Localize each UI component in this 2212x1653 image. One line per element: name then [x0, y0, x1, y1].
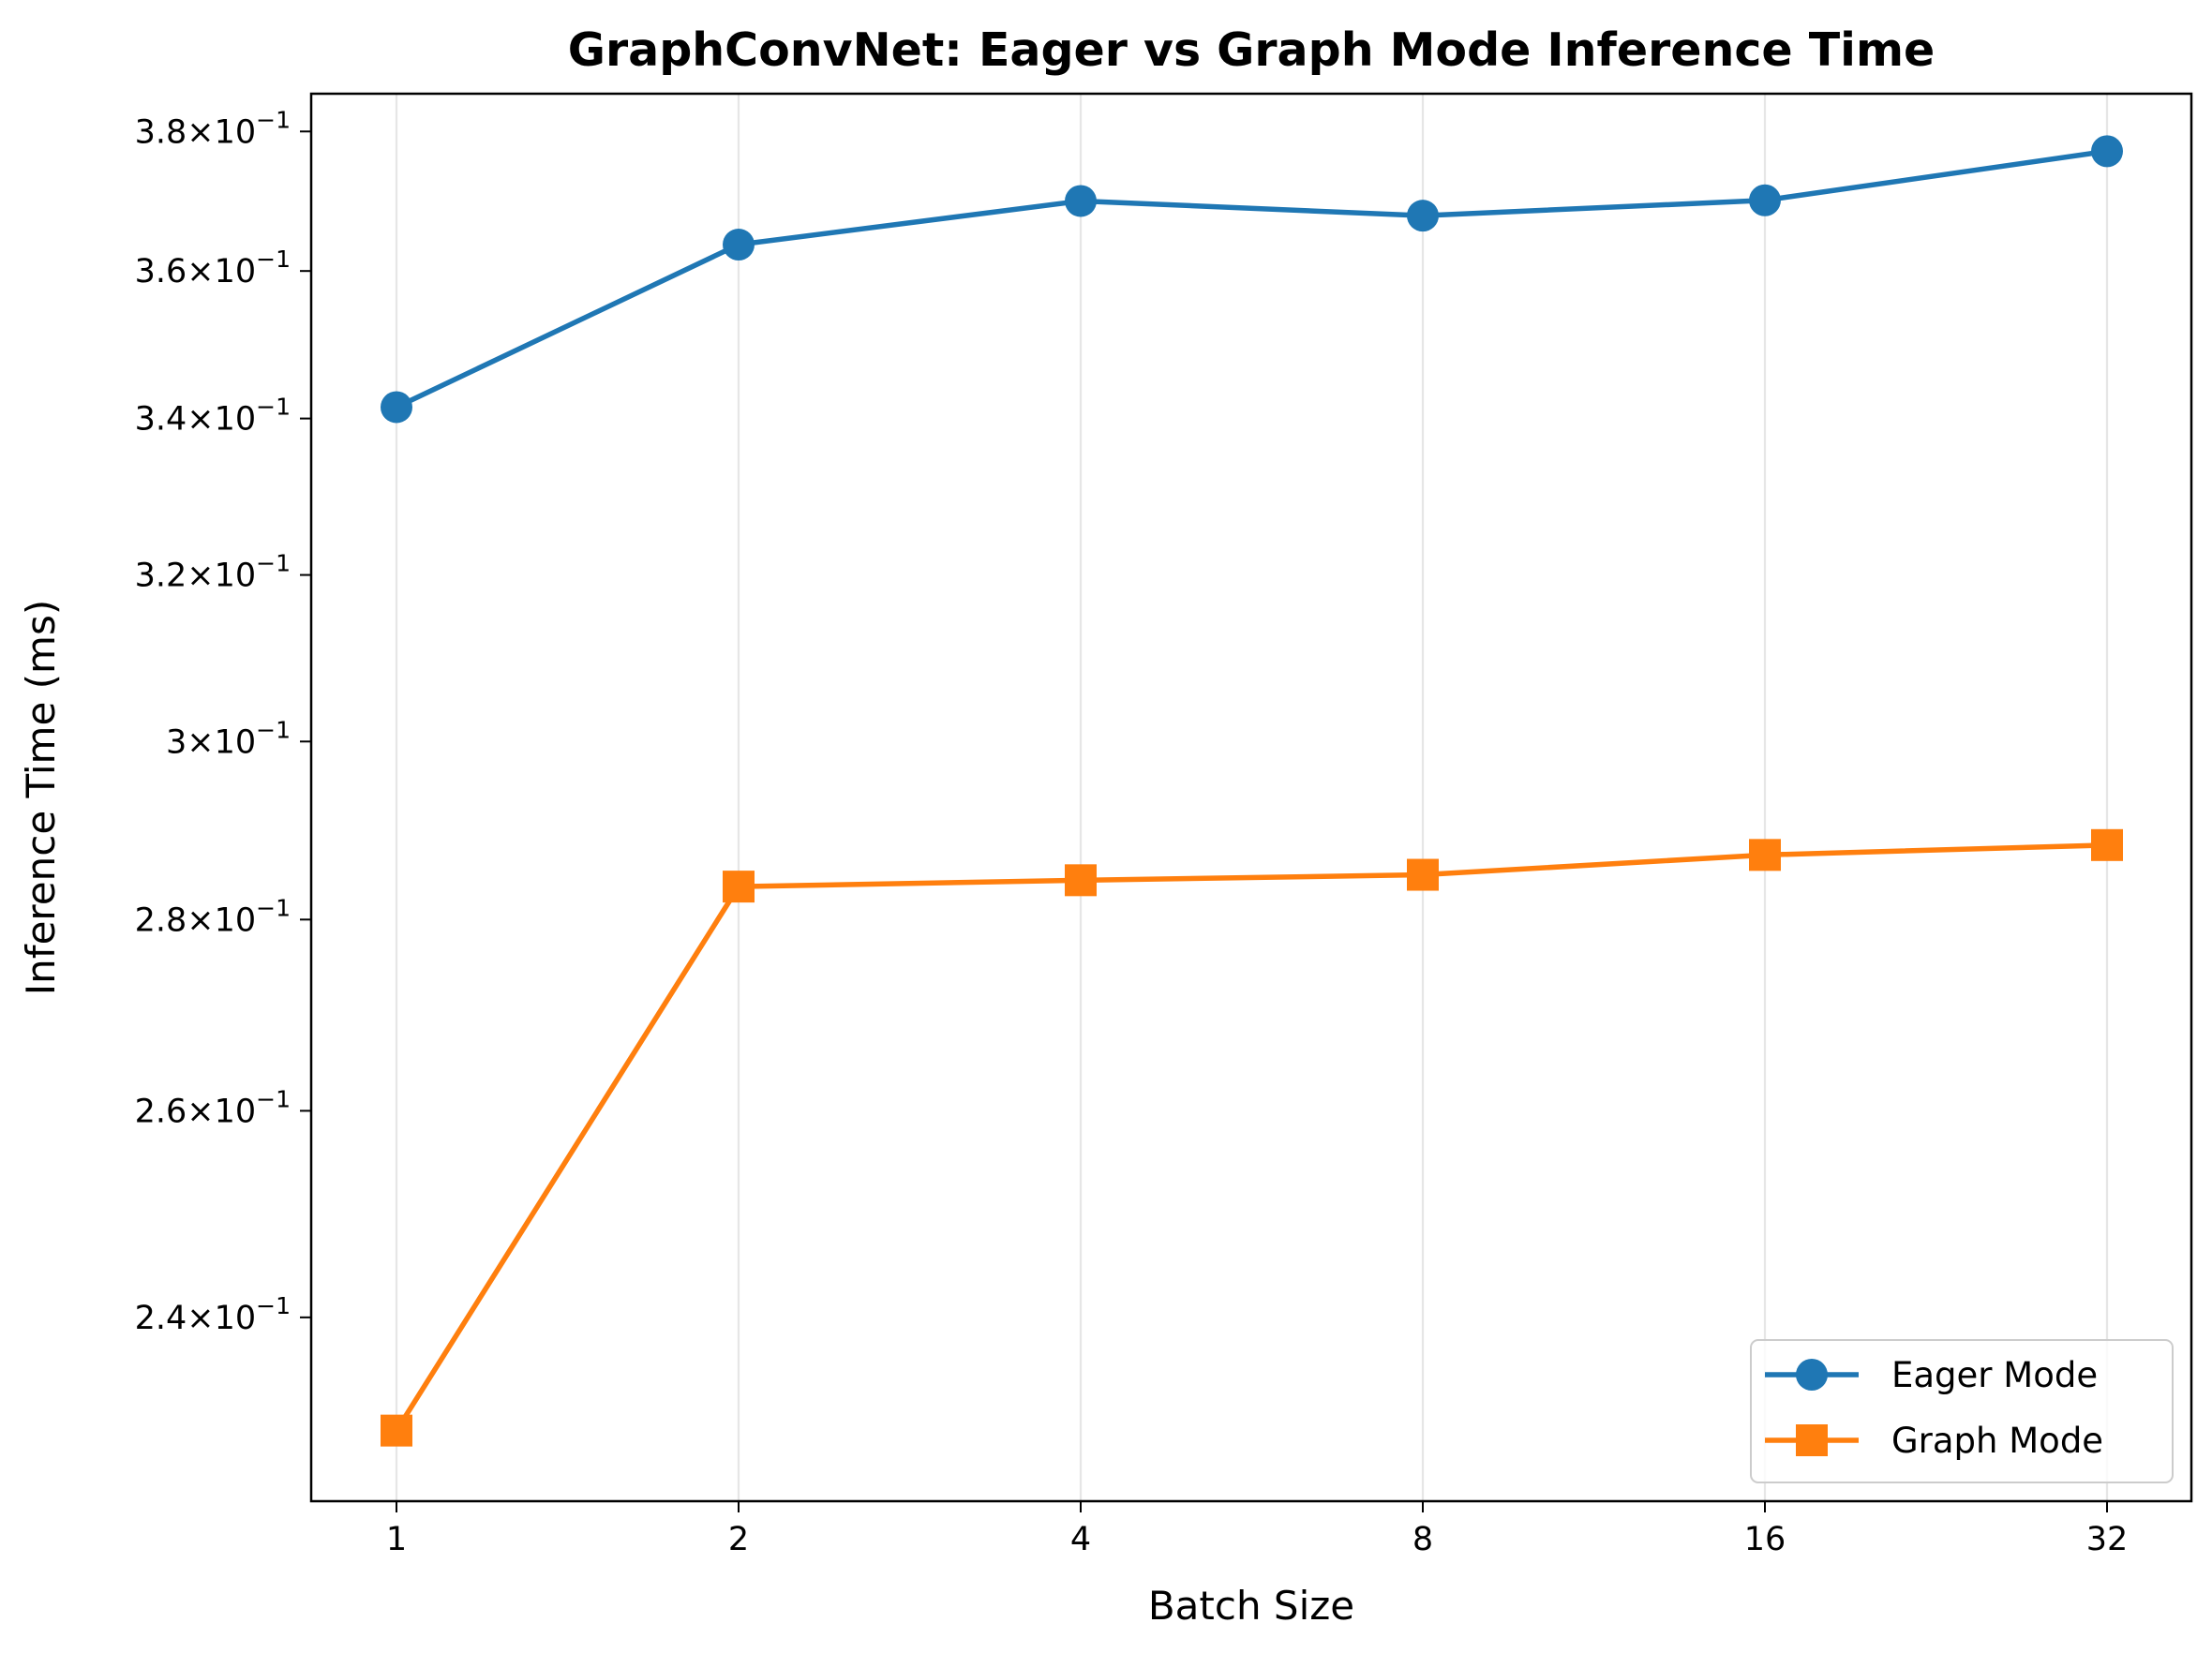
x-tick-label: 4 — [1070, 1521, 1091, 1558]
legend-marker — [1796, 1424, 1828, 1456]
legend-label: Eager Mode — [1891, 1355, 2098, 1395]
data-point — [1407, 200, 1439, 232]
y-tick-label: 3.2×10−1 — [135, 550, 291, 595]
data-point — [1407, 858, 1439, 891]
y-tick-label: 3.6×10−1 — [135, 246, 291, 290]
y-tick-label: 2.4×10−1 — [135, 1292, 291, 1337]
series-eager-mode — [381, 135, 2123, 424]
x-tick-label: 8 — [1412, 1521, 1433, 1558]
data-point — [2091, 135, 2123, 168]
x-tick-label: 1 — [386, 1521, 407, 1558]
data-point — [723, 871, 755, 903]
legend: Eager Mode Graph Mode — [1750, 1339, 2174, 1483]
y-tick-label: 2.8×10−1 — [135, 894, 291, 939]
data-point — [1065, 864, 1097, 897]
y-tick-label: 3×10−1 — [166, 716, 291, 761]
y-tick-label: 3.8×10−1 — [135, 106, 291, 151]
x-tick-label: 2 — [728, 1521, 749, 1558]
data-point — [723, 229, 755, 261]
data-point — [1065, 185, 1097, 217]
series-layer — [381, 135, 2123, 1447]
grid-lines — [395, 94, 2109, 1501]
y-axis: 2.4×10−1 2.6×10−1 2.8×10−1 3×10−1 3.2×10−1 3.… — [135, 106, 311, 1337]
data-point — [1749, 839, 1781, 871]
y-tick-label: 2.6×10−1 — [135, 1085, 291, 1130]
plot-frame — [309, 92, 2193, 1503]
data-point — [1749, 184, 1781, 216]
x-axis: 1 2 4 8 16 32 — [386, 1501, 2128, 1558]
data-point — [381, 1414, 412, 1447]
chart-title: GraphConvNet: Eager vs Graph Mode Infere… — [568, 23, 1935, 77]
data-point — [2091, 828, 2123, 861]
data-point — [381, 391, 412, 424]
series-graph-mode — [381, 828, 2123, 1447]
y-tick-label: 3.4×10−1 — [135, 394, 291, 439]
x-axis-label: Batch Size — [1148, 1583, 1354, 1629]
legend-marker — [1796, 1359, 1828, 1391]
x-tick-label: 32 — [2086, 1521, 2129, 1558]
x-tick-label: 16 — [1744, 1521, 1786, 1558]
legend-label: Graph Mode — [1891, 1421, 2103, 1461]
y-axis-label: Inference Time (ms) — [18, 600, 64, 995]
series-line — [395, 148, 2108, 410]
series-line — [394, 842, 2108, 1433]
